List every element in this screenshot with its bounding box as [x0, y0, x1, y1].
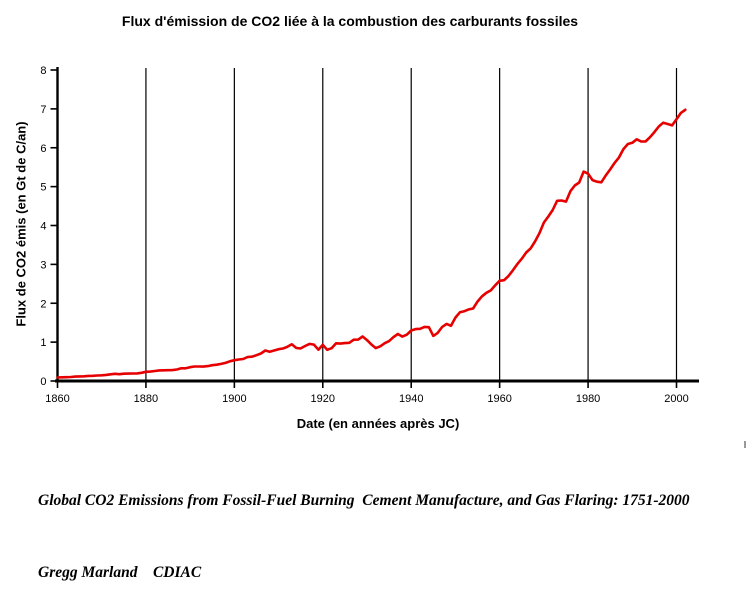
x-tick-label-1880: 1880 — [134, 393, 158, 405]
y-tick-label-0: 0 — [40, 376, 46, 388]
y-tick-label-2: 2 — [40, 298, 46, 310]
x-tick-label-1900: 1900 — [222, 393, 246, 405]
emissions-line — [56, 108, 687, 379]
y-tick-label-3: 3 — [40, 259, 46, 271]
x-axis-label: Date (en années après JC) — [296, 416, 460, 431]
x-tick-label-1960: 1960 — [487, 393, 511, 405]
y-tick-label-7: 7 — [40, 104, 46, 116]
chart-title: Flux d'émission de CO2 liée à la combust… — [121, 13, 579, 29]
x-tick-label-1860: 1860 — [45, 393, 69, 405]
y-tick-label-8: 8 — [40, 65, 46, 77]
caption-line-2: Gregg Marland CDIAC — [38, 564, 202, 581]
source-caption: Global CO2 Emissions from Fossil-Fuel Bu… — [38, 441, 690, 609]
x-tick-label-2000: 2000 — [664, 393, 688, 405]
y-tick-label-4: 4 — [40, 221, 46, 233]
y-tick-label-6: 6 — [40, 143, 46, 155]
clipped-character-artifact — [744, 441, 746, 448]
plot-area: 0 1 2 3 4 5 6 7 8 1860 1880 1900 1920 1940 1960 1980 200… — [40, 65, 699, 405]
x-tick-label-1940: 1940 — [399, 393, 423, 405]
chart-page: { "title": "Flux d'émission de CO2 liée … — [13, 13, 746, 581]
caption-line-1: Global CO2 Emissions from Fossil-Fuel Bu… — [38, 492, 690, 509]
x-tick-label-1920: 1920 — [311, 393, 335, 405]
y-tick-label-5: 5 — [40, 182, 46, 194]
y-tick-label-1: 1 — [40, 337, 46, 349]
x-tick-label-1980: 1980 — [576, 393, 600, 405]
